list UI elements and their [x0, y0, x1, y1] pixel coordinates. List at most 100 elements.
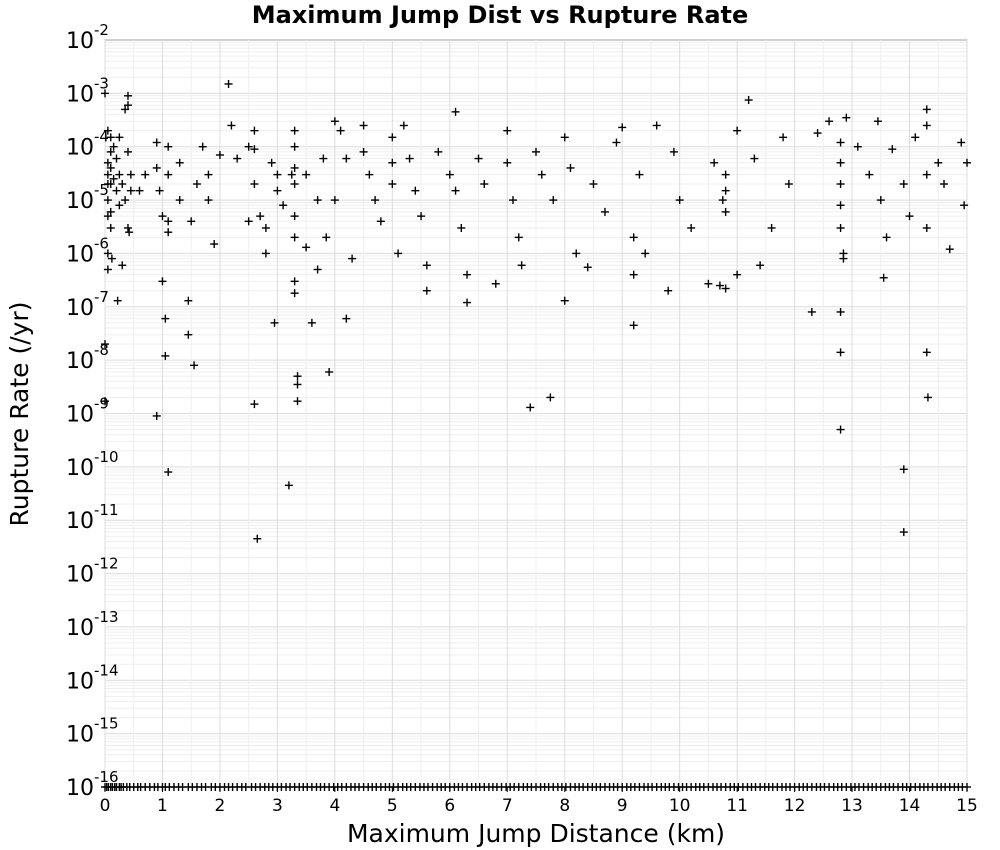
data-point	[365, 170, 374, 179]
x-tick-label: 1	[157, 796, 168, 816]
data-point	[560, 296, 569, 305]
data-point	[388, 180, 397, 189]
data-point	[287, 170, 296, 179]
y-tick-label: 10-16	[66, 768, 119, 801]
x-tick-label: 6	[444, 796, 455, 816]
data-point	[583, 263, 592, 272]
data-point	[463, 270, 472, 279]
y-tick-label: 10-11	[66, 501, 119, 534]
data-point	[113, 296, 122, 305]
x-tick-label: 7	[502, 796, 513, 816]
data-point	[121, 196, 130, 205]
data-point	[687, 223, 696, 232]
data-point	[873, 117, 882, 126]
data-point	[155, 186, 164, 195]
y-tick-label: 10-7	[66, 288, 109, 321]
y-tick-label: 10-9	[66, 395, 109, 428]
data-point	[250, 400, 259, 409]
data-point	[224, 79, 233, 88]
data-point	[290, 142, 299, 151]
data-point	[721, 186, 730, 195]
data-point	[836, 307, 845, 316]
x-tick-label: 10	[669, 796, 691, 816]
data-point	[325, 367, 334, 376]
x-tick-label: 9	[617, 796, 628, 816]
data-point	[164, 468, 173, 477]
y-tick-label: 10-3	[66, 74, 109, 107]
data-point	[158, 212, 167, 221]
x-tick-label: 2	[215, 796, 226, 816]
data-point	[721, 207, 730, 216]
data-point	[302, 243, 311, 252]
y-tick-label: 10-12	[66, 555, 119, 588]
x-tick-label: 14	[899, 796, 921, 816]
data-point	[123, 147, 132, 156]
y-tick-label: 10-10	[66, 448, 119, 481]
data-point	[376, 217, 385, 226]
data-point	[290, 277, 299, 286]
data-point	[233, 154, 242, 163]
data-point	[184, 296, 193, 305]
data-point	[422, 261, 431, 270]
data-point	[865, 170, 874, 179]
data-point	[457, 223, 466, 232]
x-tick-label: 11	[726, 796, 748, 816]
data-point	[600, 207, 609, 216]
data-point	[115, 201, 124, 210]
data-point	[836, 425, 845, 434]
data-point	[422, 286, 431, 295]
data-point	[560, 133, 569, 142]
data-point	[161, 351, 170, 360]
data-point	[480, 180, 489, 189]
data-point	[629, 233, 638, 242]
data-point	[514, 233, 523, 242]
data-point	[750, 154, 759, 163]
y-tick-label: 10-4	[66, 128, 109, 161]
data-point	[733, 126, 742, 135]
data-point	[190, 361, 199, 370]
data-point	[103, 196, 112, 205]
data-point	[744, 96, 753, 105]
data-point	[710, 158, 719, 167]
data-point	[307, 318, 316, 327]
data-point	[509, 196, 518, 205]
data-point	[293, 380, 302, 389]
data-point	[836, 348, 845, 357]
y-tick-label: 10-8	[66, 341, 109, 374]
data-point	[204, 196, 213, 205]
data-point	[922, 121, 931, 130]
data-point	[141, 170, 150, 179]
data-point	[152, 163, 161, 172]
data-point	[612, 138, 621, 147]
data-point	[175, 196, 184, 205]
data-point	[267, 158, 276, 167]
data-point	[715, 281, 724, 290]
x-tick-label: 15	[956, 796, 978, 816]
x-axis-label: Maximum Jump Distance (km)	[347, 819, 725, 848]
data-point	[572, 249, 581, 258]
data-point	[451, 107, 460, 116]
data-point	[204, 170, 213, 179]
data-point	[836, 223, 845, 232]
y-axis-label: Rupture Rate (/yr)	[5, 302, 34, 527]
data-point	[718, 196, 727, 205]
y-tick-label: 10-13	[66, 608, 119, 641]
data-point	[293, 397, 302, 406]
data-point	[279, 201, 288, 210]
data-point	[399, 121, 408, 130]
data-point	[434, 147, 443, 156]
data-point	[675, 196, 684, 205]
data-point	[313, 265, 322, 274]
data-point	[109, 142, 118, 151]
data-point	[290, 163, 299, 172]
data-point	[109, 174, 118, 183]
data-point	[123, 101, 132, 110]
data-point	[503, 158, 512, 167]
x-tick-label: 5	[387, 796, 398, 816]
data-point	[669, 147, 678, 156]
data-point	[253, 534, 262, 543]
data-point	[112, 186, 121, 195]
data-point	[526, 403, 535, 412]
data-point	[164, 228, 173, 237]
data-point	[922, 170, 931, 179]
